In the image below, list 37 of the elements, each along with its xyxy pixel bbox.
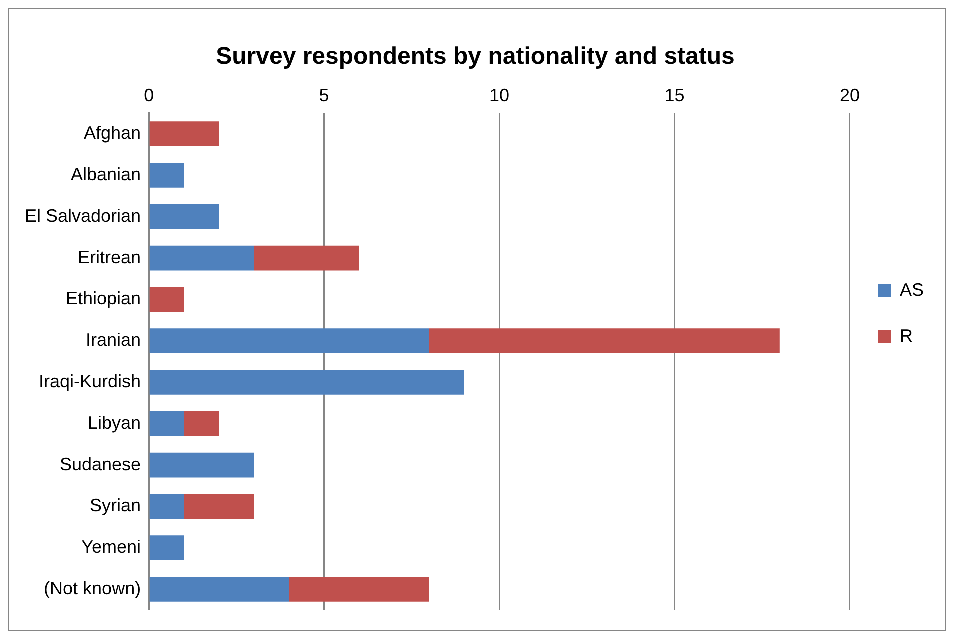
bar <box>184 494 254 520</box>
bar <box>150 536 184 561</box>
bar <box>150 452 254 478</box>
x-tick-label: 5 <box>319 86 330 106</box>
x-tick-label: 0 <box>144 86 154 106</box>
bar <box>289 577 430 602</box>
bar <box>150 494 184 520</box>
y-tick-label: Iranian <box>86 330 142 350</box>
y-tick-label: El Salvadorian <box>24 206 142 226</box>
bar <box>254 246 360 271</box>
y-tick-label: Syrian <box>90 496 142 516</box>
y-tick-label: Albanian <box>71 164 142 184</box>
x-tick-label: 15 <box>664 86 685 106</box>
y-tick-label: Afghan <box>84 123 142 144</box>
chart-title: Survey respondents by nationality and status <box>216 43 735 70</box>
bar <box>150 411 184 436</box>
x-tick-label: 10 <box>490 86 510 106</box>
bar <box>150 577 290 602</box>
y-tick-label: Yemeni <box>82 537 142 558</box>
y-tick-label: Eritrean <box>78 247 142 268</box>
bar <box>150 370 464 395</box>
legend-label: AS <box>900 280 924 300</box>
y-tick-label: Libyan <box>88 412 142 433</box>
y-tick-label: Iraqi-Kurdish <box>39 371 142 392</box>
bar <box>150 163 184 188</box>
bar <box>150 246 254 271</box>
y-tick-label: Ethiopian <box>66 288 142 309</box>
bar <box>150 287 184 312</box>
bar <box>429 328 780 354</box>
legend-label: R <box>900 326 913 346</box>
y-tick-label: (Not known) <box>44 578 142 598</box>
x-tick-label: 20 <box>840 86 860 106</box>
bar <box>184 411 220 436</box>
bar <box>150 328 430 354</box>
y-tick-label: Sudanese <box>60 454 142 474</box>
bar <box>150 122 220 147</box>
bar <box>150 204 220 230</box>
